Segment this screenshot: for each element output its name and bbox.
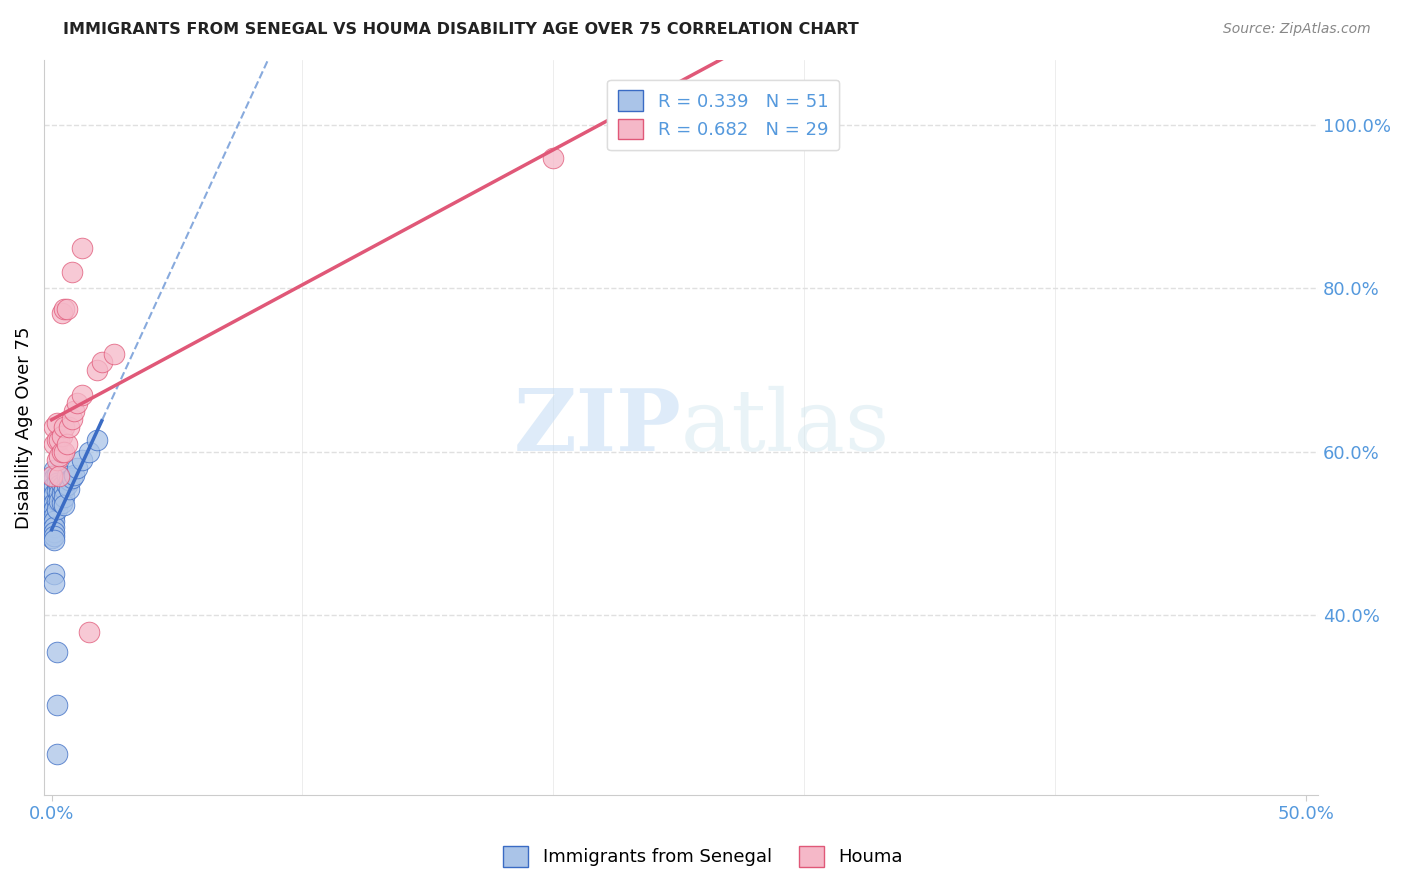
Point <box>58 474 80 488</box>
Point <box>48 485 70 500</box>
Point <box>41 514 63 528</box>
Point <box>66 461 89 475</box>
Point <box>45 645 67 659</box>
Point <box>44 479 66 493</box>
Point <box>44 495 66 509</box>
Point <box>70 241 93 255</box>
Point <box>103 347 125 361</box>
Point <box>44 508 66 523</box>
Point <box>51 306 73 320</box>
Point <box>44 514 66 528</box>
Point <box>41 506 63 520</box>
Point <box>44 436 66 450</box>
Point <box>90 355 112 369</box>
Point <box>55 477 77 491</box>
Point <box>41 469 63 483</box>
Point <box>58 420 80 434</box>
Point <box>51 428 73 442</box>
Point <box>41 469 63 483</box>
Point <box>53 301 76 316</box>
Point <box>55 436 77 450</box>
Point <box>45 502 67 516</box>
Point <box>55 301 77 316</box>
Text: IMMIGRANTS FROM SENEGAL VS HOUMA DISABILITY AGE OVER 75 CORRELATION CHART: IMMIGRANTS FROM SENEGAL VS HOUMA DISABIL… <box>63 22 859 37</box>
Point <box>60 471 83 485</box>
Point <box>41 531 63 545</box>
Point <box>44 533 66 547</box>
Point <box>41 518 63 533</box>
Legend: Immigrants from Senegal, Houma: Immigrants from Senegal, Houma <box>496 838 910 874</box>
Point <box>41 490 63 504</box>
Text: atlas: atlas <box>681 385 890 469</box>
Point <box>48 469 70 483</box>
Point <box>53 445 76 459</box>
Point <box>63 467 86 482</box>
Point <box>45 698 67 713</box>
Point <box>86 363 108 377</box>
Point <box>44 463 66 477</box>
Point <box>51 445 73 459</box>
Legend: R = 0.339   N = 51, R = 0.682   N = 29: R = 0.339 N = 51, R = 0.682 N = 29 <box>607 79 839 150</box>
Point <box>41 526 63 541</box>
Point <box>44 487 66 501</box>
Point <box>58 482 80 496</box>
Point <box>541 151 564 165</box>
Point <box>45 475 67 490</box>
Point <box>66 396 89 410</box>
Point <box>86 433 108 447</box>
Point <box>77 624 100 639</box>
Point <box>44 520 66 534</box>
Point <box>51 479 73 493</box>
Point <box>48 477 70 491</box>
Point <box>70 453 93 467</box>
Point <box>41 523 63 537</box>
Point <box>63 404 86 418</box>
Point <box>44 502 66 516</box>
Point <box>51 495 73 509</box>
Point <box>44 471 66 485</box>
Point <box>44 524 66 539</box>
Point <box>60 412 83 426</box>
Text: ZIP: ZIP <box>513 385 681 469</box>
Point <box>41 482 63 496</box>
Point <box>51 487 73 501</box>
Y-axis label: Disability Age Over 75: Disability Age Over 75 <box>15 326 32 529</box>
Point <box>60 265 83 279</box>
Point <box>53 490 76 504</box>
Point <box>44 575 66 590</box>
Point <box>77 445 100 459</box>
Text: Source: ZipAtlas.com: Source: ZipAtlas.com <box>1223 22 1371 37</box>
Point <box>45 484 67 499</box>
Point <box>41 498 63 512</box>
Point <box>45 467 67 482</box>
Point <box>45 494 67 508</box>
Point <box>48 449 70 463</box>
Point <box>45 453 67 467</box>
Point <box>53 420 76 434</box>
Point <box>44 567 66 582</box>
Point <box>53 482 76 496</box>
Point <box>70 387 93 401</box>
Point <box>48 433 70 447</box>
Point <box>45 747 67 762</box>
Point <box>44 529 66 543</box>
Point <box>45 416 67 430</box>
Point <box>55 469 77 483</box>
Point <box>45 433 67 447</box>
Point <box>44 420 66 434</box>
Point <box>48 494 70 508</box>
Point <box>53 498 76 512</box>
